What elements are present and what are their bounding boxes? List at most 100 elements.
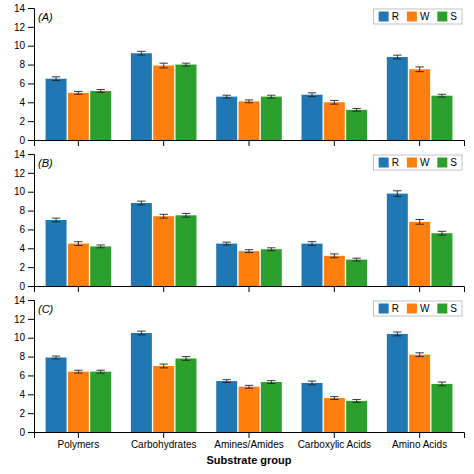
tick-label: 14 bbox=[14, 149, 26, 160]
tick-mark bbox=[419, 140, 420, 146]
tick-label: 10 bbox=[14, 40, 26, 51]
series bbox=[90, 357, 452, 432]
tick-mark bbox=[78, 140, 79, 146]
tick-mark bbox=[28, 413, 34, 414]
tick-label: 12 bbox=[14, 168, 26, 179]
legend-swatch bbox=[379, 158, 389, 168]
tick bbox=[78, 140, 79, 146]
bar bbox=[346, 110, 367, 140]
bar bbox=[387, 194, 408, 286]
tick: 6 bbox=[19, 78, 34, 89]
tick-label: 8 bbox=[19, 351, 25, 362]
legend: RWS bbox=[374, 155, 462, 170]
error-bar bbox=[415, 353, 423, 357]
legend-label: R bbox=[392, 11, 399, 22]
bar bbox=[409, 69, 430, 140]
tick-mark bbox=[28, 46, 34, 47]
tick: 6 bbox=[19, 224, 34, 235]
tick-mark bbox=[249, 140, 250, 146]
error-bar bbox=[438, 231, 446, 235]
error-bar bbox=[245, 100, 253, 103]
tick-label: 0 bbox=[19, 135, 25, 146]
legend-swatch bbox=[437, 12, 447, 22]
error-bar bbox=[137, 331, 145, 335]
tick: 10 bbox=[14, 332, 34, 343]
panel-label: (A) bbox=[38, 11, 53, 23]
bar bbox=[261, 97, 282, 140]
tick bbox=[163, 140, 164, 146]
error-bar bbox=[267, 95, 275, 98]
axis-line bbox=[28, 9, 35, 141]
panel: 02468101214(A)RWS bbox=[14, 3, 465, 146]
tick-mark bbox=[28, 173, 34, 174]
panel: 02468101214PolymersCarbohydratesAmines/A… bbox=[14, 295, 465, 466]
series bbox=[90, 63, 452, 140]
tick-mark bbox=[334, 432, 335, 438]
tick: 10 bbox=[14, 186, 34, 197]
axis-line bbox=[35, 287, 465, 293]
bar bbox=[46, 358, 67, 432]
bar bbox=[46, 79, 67, 140]
tick-label: 8 bbox=[19, 59, 25, 70]
bar bbox=[431, 96, 452, 140]
tick bbox=[78, 286, 79, 292]
tick: 14 bbox=[14, 3, 34, 14]
series bbox=[68, 353, 430, 432]
bar bbox=[346, 260, 367, 286]
tick: 8 bbox=[19, 351, 34, 362]
tick: 12 bbox=[14, 314, 34, 325]
tick-mark bbox=[28, 83, 34, 84]
tick-mark bbox=[28, 211, 34, 212]
bar bbox=[302, 244, 323, 286]
tick-mark bbox=[28, 319, 34, 320]
legend-frame bbox=[374, 301, 462, 316]
series bbox=[68, 63, 430, 140]
tick: 4 bbox=[19, 243, 34, 254]
error-bar bbox=[308, 93, 316, 97]
error-bar bbox=[330, 100, 338, 104]
bar bbox=[239, 251, 260, 286]
error-bar bbox=[330, 254, 338, 258]
bar bbox=[90, 372, 111, 432]
error-bar bbox=[159, 63, 167, 68]
tick: 0 bbox=[19, 281, 34, 292]
bar bbox=[153, 66, 174, 140]
tick-mark bbox=[28, 8, 34, 9]
y-axis: 02468101214 bbox=[14, 3, 35, 146]
bar bbox=[346, 401, 367, 432]
bar bbox=[90, 246, 111, 286]
axis-line bbox=[28, 301, 35, 433]
bar bbox=[239, 387, 260, 432]
tick-label: 6 bbox=[19, 370, 25, 381]
bar bbox=[387, 334, 408, 432]
tick: Carboxylic Acids bbox=[298, 432, 371, 450]
tick-label: 14 bbox=[14, 295, 26, 306]
error-bar bbox=[308, 381, 316, 385]
legend-swatch bbox=[407, 12, 417, 22]
tick: Amino Acids bbox=[392, 432, 447, 450]
error-bar bbox=[308, 242, 316, 246]
error-bar bbox=[245, 250, 253, 253]
tick bbox=[249, 140, 250, 146]
bar bbox=[302, 383, 323, 432]
legend-swatch bbox=[437, 158, 447, 168]
tick bbox=[334, 286, 335, 292]
tick-mark bbox=[163, 140, 164, 146]
error-bar bbox=[438, 94, 446, 97]
tick-mark bbox=[163, 432, 164, 438]
tick-label: 4 bbox=[19, 389, 25, 400]
bar bbox=[324, 398, 345, 432]
legend-label: S bbox=[450, 11, 457, 22]
tick-mark bbox=[78, 432, 79, 438]
bar bbox=[324, 102, 345, 140]
tick-label: 6 bbox=[19, 78, 25, 89]
bar bbox=[387, 57, 408, 140]
tick-mark bbox=[28, 27, 34, 28]
bar bbox=[46, 220, 67, 286]
axis-line bbox=[35, 141, 465, 147]
tick-label: Amino Acids bbox=[392, 439, 447, 450]
error-bar bbox=[96, 90, 104, 93]
legend-frame bbox=[374, 155, 462, 170]
error-bar bbox=[137, 201, 145, 205]
tick-label: 2 bbox=[19, 116, 25, 127]
